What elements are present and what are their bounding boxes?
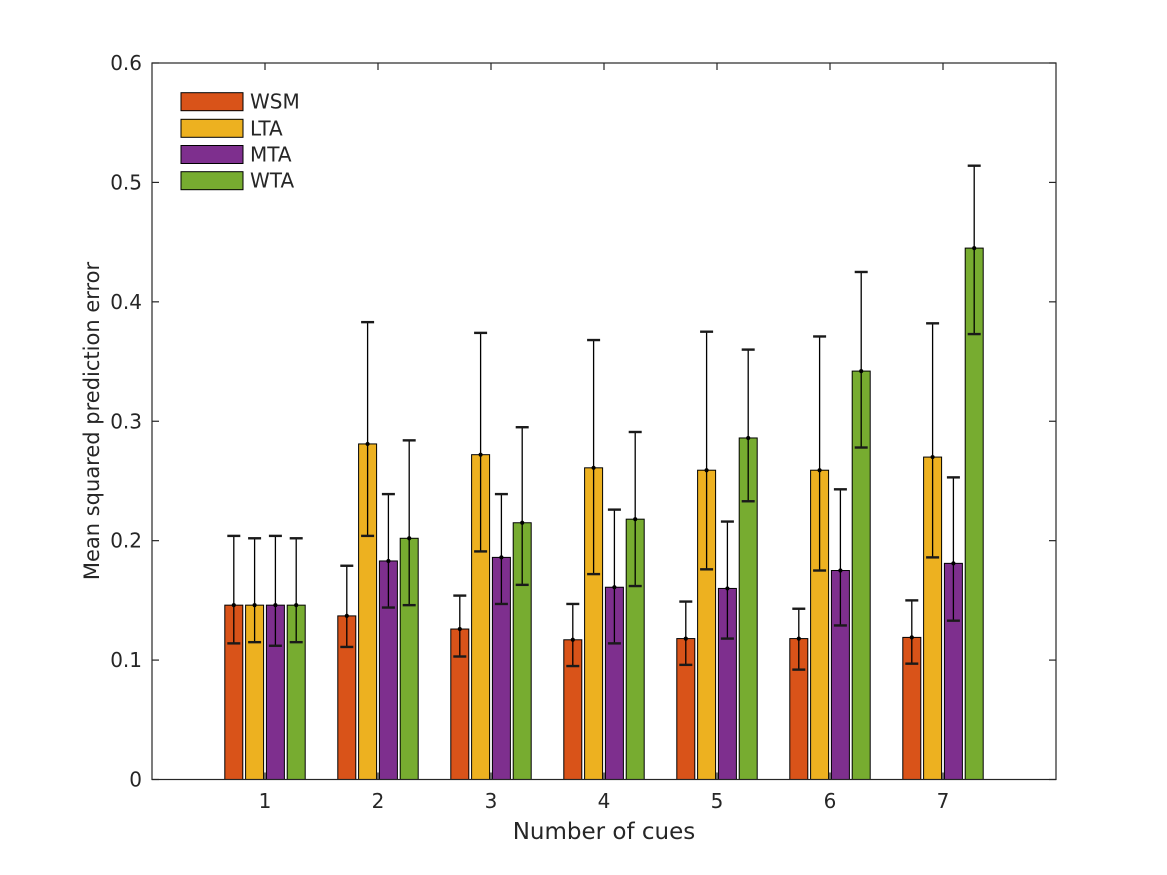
errorbar-wsm-1 [227,534,241,645]
errorbar-lta-3 [474,331,488,553]
legend-swatch-wta [180,171,244,191]
errorbar-wsm-3 [453,594,467,658]
x-tick-label-4: 4 [598,789,611,813]
legend-label-lta: LTA [250,116,283,140]
errorbar-mta-6 [833,488,847,627]
errorbar-wta-5 [741,348,755,503]
plot-box [151,62,1057,781]
x-axis-label: Number of cues [513,819,696,845]
errorbar-lta-4 [587,338,601,576]
x-tick-label-2: 2 [372,789,385,813]
errorbar-wta-3 [515,426,529,587]
errorbar-lta-5 [700,330,714,571]
y-tick-label-0.6: 0.6 [110,51,142,75]
legend-label-wta: WTA [250,169,294,193]
errorbar-mta-7 [946,476,960,622]
errorbar-wta-4 [628,430,642,588]
y-tick-label-0.4: 0.4 [110,290,142,314]
errorbar-mta-2 [381,492,395,609]
y-tick-label-0.5: 0.5 [110,170,142,194]
y-tick-label-0: 0 [129,768,142,792]
errorbar-mta-5 [720,520,734,640]
errorbar-wsm-5 [679,600,693,667]
errorbar-wta-6 [854,270,868,449]
errorbar-mta-3 [494,492,508,606]
errorbar-lta-1 [248,537,262,644]
bars-layer [224,164,984,781]
errorbar-lta-7 [926,322,940,559]
legend-label-wsm: WSM [250,90,300,114]
errorbar-mta-4 [607,508,621,645]
x-tick-label-6: 6 [824,789,837,813]
axis-ticks [152,62,1056,781]
errorbar-lta-6 [813,335,827,572]
legend-label-mta: MTA [250,143,292,167]
x-tick-label-5: 5 [711,789,724,813]
y-tick-label-0.3: 0.3 [110,409,142,433]
y-axis-label: Mean squared prediction error [80,261,104,580]
y-tick-label-0.2: 0.2 [110,529,142,553]
errorbar-mta-1 [268,534,282,647]
x-tick-label-7: 7 [937,789,950,813]
tick-labels: 1 2 3 4 5 6 7 0 0.1 0.2 0.3 0.4 0.5 0.6 [110,51,949,813]
errorbar-wsm-6 [792,607,806,671]
x-tick-label-1: 1 [259,789,272,813]
errorbar-wta-2 [402,439,416,607]
y-tick-label-0.1: 0.1 [110,648,142,672]
errorbar-wsm-2 [340,564,354,649]
legend-swatch-wsm [180,92,244,112]
errorbar-wta-7 [967,164,981,336]
legend-swatch-lta [180,118,244,138]
legend-swatch-mta [180,145,244,164]
x-tick-label-3: 3 [485,789,498,813]
errorbar-wta-1 [289,537,303,644]
errorbar-lta-2 [361,320,375,538]
errorbar-wsm-4 [566,602,580,668]
errorbar-wsm-7 [905,599,919,665]
